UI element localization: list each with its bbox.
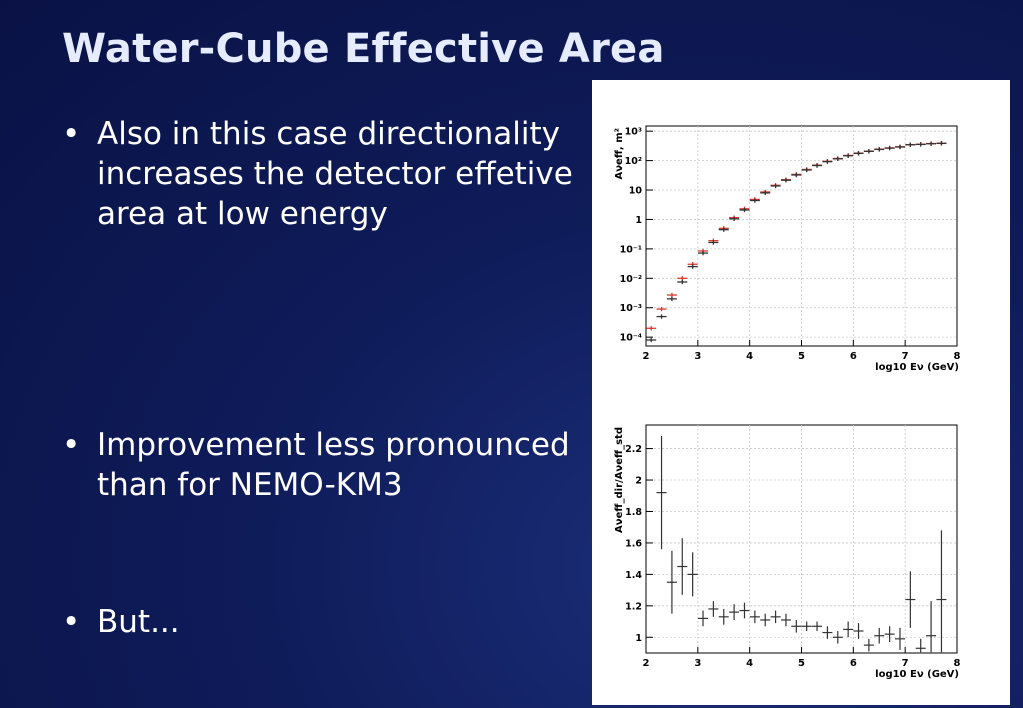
x-tick-label: 8 [954, 658, 961, 669]
x-tick-label: 2 [643, 351, 650, 362]
bullet-marker: • [62, 427, 81, 463]
y-tick-label: 10⁻¹ [620, 244, 642, 255]
y-tick-label: 10 [629, 186, 643, 197]
bullet-text: But... [97, 604, 180, 640]
x-tick-label: 7 [902, 351, 909, 362]
y-tick-label: 1.4 [625, 570, 642, 581]
x-tick-label: 4 [746, 351, 753, 362]
x-tick-label: 6 [850, 351, 857, 362]
y-tick-label: 1.2 [625, 601, 642, 612]
y-tick-label: 10⁻⁴ [620, 333, 642, 344]
series-directional [646, 141, 947, 331]
y-tick-label: 2 [635, 476, 642, 487]
chart-panel: 2 3 4 5 6 7 8 10⁻⁴ 10⁻³ 10⁻² 10⁻¹ 1 10 10² 10³ log10 Eν… [592, 80, 1010, 705]
x-tick-label: 7 [902, 658, 909, 669]
bullet-marker: • [62, 116, 81, 152]
bullet-item: • But... [62, 602, 582, 642]
bullet-marker: • [62, 604, 81, 640]
x-tick-label: 4 [746, 658, 753, 669]
y-axis-label: Aνeff_dir/Aνeff_std [614, 427, 625, 533]
y-tick-label: 10³ [625, 127, 642, 138]
x-tick-label: 3 [694, 351, 701, 362]
x-tick-label: 6 [850, 658, 857, 669]
y-tick-label: 1.8 [625, 507, 642, 518]
series-standard [646, 141, 947, 343]
slide-title: Water-Cube Effective Area [62, 26, 665, 72]
x-tick-label: 5 [798, 658, 805, 669]
x-tick-label: 5 [798, 351, 805, 362]
ratio-chart: 2 3 4 5 6 7 8 1 1.2 1.4 1.6 1.8 2 2.2 log10 Eν (GeV) Aν… [614, 424, 961, 680]
y-tick-label: 10⁻³ [620, 303, 642, 314]
bullet-text: Also in this case directionality increas… [97, 116, 573, 232]
y-tick-label: 1.6 [625, 538, 642, 549]
x-tick-label: 3 [694, 658, 701, 669]
effective-area-chart: 2 3 4 5 6 7 8 10⁻⁴ 10⁻³ 10⁻² 10⁻¹ 1 10 10² 10³ log10 Eν… [614, 125, 961, 373]
y-tick-label: 1 [635, 215, 642, 226]
bullet-item: • Also in this case directionality incre… [62, 114, 582, 234]
y-tick-label: 1 [635, 633, 642, 644]
y-tick-label: 10² [625, 156, 642, 167]
bullet-text: Improvement less pronounced than for NEM… [97, 427, 570, 503]
y-tick-label: 2.2 [625, 444, 642, 455]
x-axis-label: log10 Eν (GeV) [875, 362, 959, 373]
series-ratio [656, 436, 947, 653]
x-tick-label: 2 [643, 658, 650, 669]
x-tick-label: 8 [954, 351, 961, 362]
y-axis-label: Aνeff, m² [614, 128, 625, 180]
bullet-item: • Improvement less pronounced than for N… [62, 425, 582, 505]
x-axis-label: log10 Eν (GeV) [875, 669, 959, 680]
y-tick-label: 10⁻² [620, 274, 642, 285]
